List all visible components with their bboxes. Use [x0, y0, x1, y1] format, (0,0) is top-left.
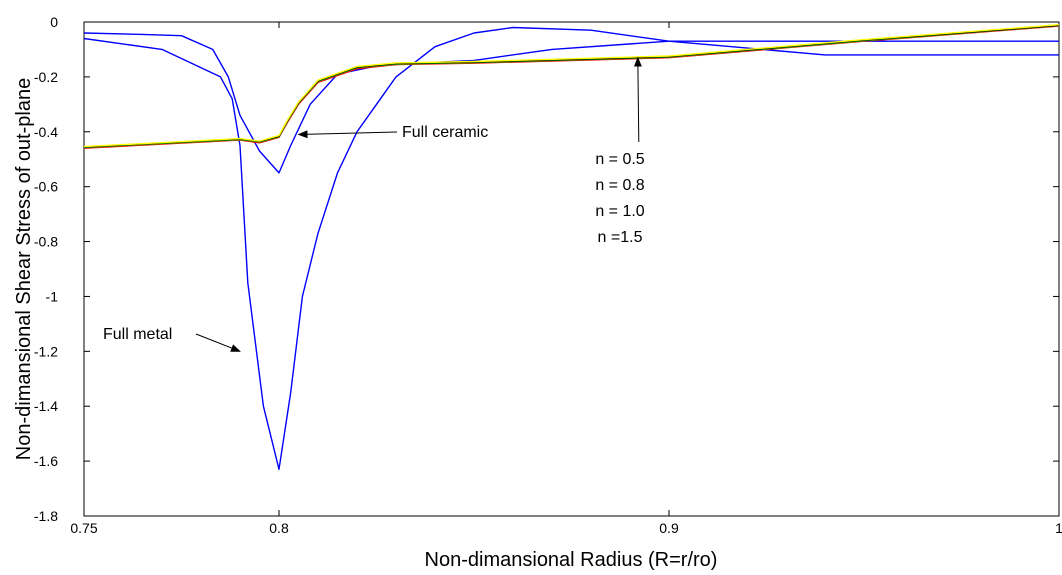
- x-tick-label: 0.75: [70, 520, 97, 536]
- series-line-6: [83, 24, 1060, 148]
- y-tick-label: -0.6: [34, 179, 58, 195]
- y-tick-label: -1.4: [34, 398, 58, 414]
- annotations: Full ceramic Full metal n = 0.5 n = 0.8 n = …: [103, 56, 645, 352]
- annotation-full-metal: Full metal: [103, 326, 172, 343]
- y-tick-label: -0.2: [34, 69, 58, 85]
- y-tick-label: -1: [46, 288, 59, 304]
- y-tick-label: -0.8: [34, 234, 58, 250]
- y-axis-label: Non-dimansional Shear Stress of out-plan…: [13, 78, 35, 460]
- annotation-n-05: n = 0.5: [595, 151, 644, 168]
- annotation-n-08: n = 0.8: [595, 177, 644, 194]
- y-tick-label: -0.4: [34, 124, 58, 140]
- axis-ticks: 0.75 0.8 0.9 1 0 -0.2 -0.4 -0.6 -0.8 -1 -1.2 -1.4 -1…: [34, 14, 1062, 536]
- series-group: [83, 24, 1060, 470]
- series-line-1: [83, 32, 1059, 174]
- y-tick-label: 0: [50, 14, 58, 30]
- arrow-n-values: [633, 56, 642, 143]
- annotation-n-15: n =1.5: [598, 229, 643, 246]
- y-tick-label: -1.6: [34, 453, 58, 469]
- x-tick-label: 1: [1055, 520, 1062, 536]
- annotation-n-10: n = 1.0: [595, 203, 644, 220]
- x-axis-label: Non-dimansional Radius (R=r/ro): [425, 549, 718, 571]
- y-tick-label: -1.2: [34, 343, 58, 359]
- arrow-full-ceramic: [297, 130, 398, 139]
- annotation-full-ceramic: Full ceramic: [402, 124, 488, 141]
- series-line-2: [83, 26, 1059, 470]
- x-tick-label: 0.8: [269, 520, 289, 536]
- y-tick-label: -1.8: [34, 508, 58, 524]
- arrow-full-metal: [195, 333, 241, 352]
- x-tick-label: 0.9: [659, 520, 679, 536]
